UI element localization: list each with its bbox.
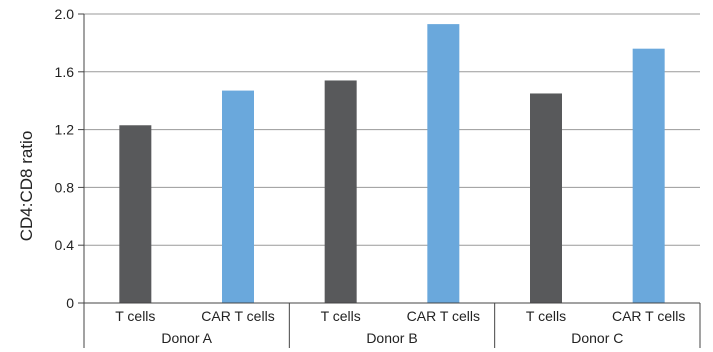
grid-lines	[84, 13, 700, 246]
bar	[324, 80, 357, 303]
y-tick-label: 0.8	[55, 179, 75, 195]
bars	[119, 24, 665, 304]
bar	[222, 90, 254, 304]
category-label: CAR T cells	[407, 308, 480, 324]
group-label: Donor B	[366, 330, 417, 346]
group-label: Donor A	[161, 330, 212, 346]
y-tick-label: 1.2	[55, 122, 75, 138]
category-label: T cells	[115, 308, 155, 324]
category-label: T cells	[321, 308, 361, 324]
group-label: Donor C	[571, 330, 623, 346]
y-tick-label: 2.0	[55, 6, 75, 22]
bar	[632, 48, 665, 304]
bar	[119, 125, 152, 303]
y-tick-label: 0	[66, 295, 74, 311]
y-tick-label: 1.6	[55, 64, 75, 80]
bar	[427, 24, 460, 304]
category-label: CAR T cells	[201, 308, 274, 324]
axes	[78, 13, 701, 348]
bar	[530, 93, 562, 303]
category-label: T cells	[526, 308, 566, 324]
category-label: CAR T cells	[612, 308, 685, 324]
x-category-labels: T cells CAR T cells Donor A T cells CAR T ce…	[115, 308, 685, 346]
y-tick-labels: 0 0.4 0.8 1.2 1.6 2.0	[55, 6, 75, 311]
y-tick-label: 0.4	[55, 237, 75, 253]
y-axis-title: CD4:CD8 ratio	[17, 131, 36, 242]
